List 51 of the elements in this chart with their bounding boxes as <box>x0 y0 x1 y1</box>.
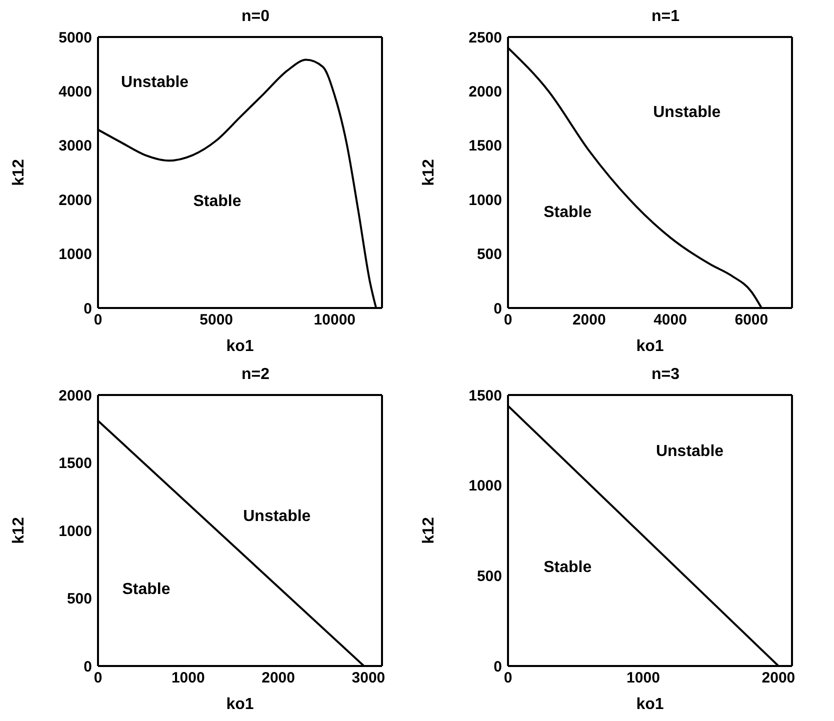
x-tick-label: 5000 <box>200 312 234 329</box>
y-tick-label: 0 <box>494 658 502 676</box>
y-tick-label: 1500 <box>58 455 92 472</box>
y-tick-label: 5000 <box>58 29 92 46</box>
y-tick-label: 3000 <box>58 138 92 155</box>
y-tick-label: 1500 <box>468 387 502 404</box>
y-tick-label: 2500 <box>468 29 502 46</box>
x-tick-label: 2000 <box>762 670 796 687</box>
annotation: Unstable <box>656 442 724 461</box>
annotation: Unstable <box>243 508 311 526</box>
y-axis-title: k12 <box>10 517 28 544</box>
annotation: Unstable <box>121 74 189 92</box>
y-tick-label: 500 <box>476 568 502 585</box>
x-axis-title: ko1 <box>226 338 254 355</box>
y-tick-label: 0 <box>84 300 92 318</box>
x-tick-label: 2000 <box>262 670 296 687</box>
y-tick-label: 2000 <box>468 84 502 101</box>
chart-title: n=3 <box>650 366 680 385</box>
y-tick-label: 500 <box>476 246 502 264</box>
y-tick-label: 1500 <box>468 138 502 155</box>
y-tick-label: 4000 <box>58 84 92 101</box>
y-axis-title: k12 <box>420 517 438 544</box>
x-tick-label: 10000 <box>314 312 356 329</box>
chart-title: n=2 <box>240 366 270 385</box>
annotation: Stable <box>544 204 592 222</box>
chart-title: n=1 <box>650 8 680 27</box>
y-tick-label: 0 <box>84 658 92 676</box>
x-axis-title: ko1 <box>636 338 664 355</box>
y-tick-label: 1000 <box>468 478 502 495</box>
y-tick-label: 2000 <box>58 192 92 209</box>
y-tick-label: 2000 <box>58 387 92 404</box>
x-axis-title: ko1 <box>226 696 254 713</box>
x-tick-label: 4000 <box>654 312 687 329</box>
y-tick-label: 1000 <box>58 246 92 264</box>
annotation: Unstable <box>653 104 721 122</box>
y-axis-title: k12 <box>10 159 28 186</box>
x-axis-title: ko1 <box>636 696 664 713</box>
x-tick-label: 6000 <box>734 312 768 329</box>
y-axis-title: k12 <box>420 159 438 186</box>
x-tick-label: 1000 <box>171 670 205 687</box>
y-tick-label: 0 <box>494 300 502 318</box>
y-tick-label: 1000 <box>58 522 92 540</box>
chart-title: n=0 <box>240 8 270 27</box>
annotation: Stable <box>122 581 170 600</box>
x-tick-label: 1000 <box>626 670 660 687</box>
x-tick-label: 3000 <box>352 670 386 687</box>
y-tick-label: 500 <box>66 590 92 608</box>
annotation: Stable <box>544 559 592 578</box>
y-tick-label: 1000 <box>468 192 502 209</box>
x-tick-label: 2000 <box>572 312 606 329</box>
annotation: Stable <box>193 193 242 212</box>
